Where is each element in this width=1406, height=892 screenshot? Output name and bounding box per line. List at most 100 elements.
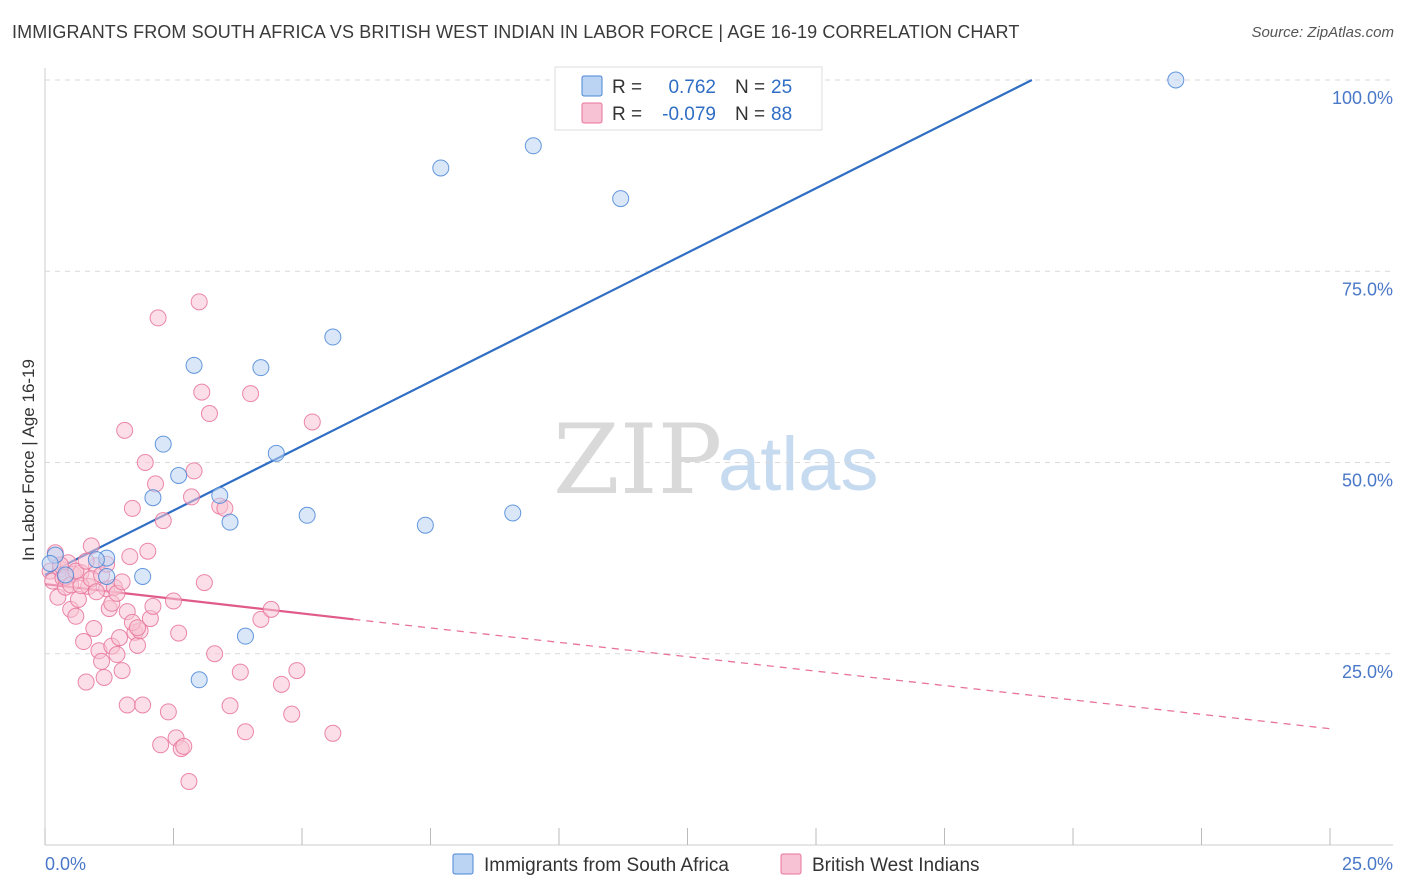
legend2-n-label: N = (735, 104, 765, 125)
point-south-africa (432, 159, 450, 177)
point-british-west-indians (118, 696, 136, 714)
axes (44, 68, 1393, 846)
stats-legend: R = 0.762 N = 25 R = -0.079 N = 88 (554, 66, 823, 131)
bottom-legend-british-west-indians: British West Indians (812, 855, 980, 876)
point-british-west-indians (147, 475, 165, 493)
point-british-west-indians (67, 607, 85, 625)
x-tick-labels: 0.0% 25.0% (45, 854, 1393, 874)
point-british-west-indians (283, 705, 301, 723)
watermark-zip: ZIP (553, 404, 722, 516)
point-south-africa (211, 486, 229, 504)
point-british-west-indians (93, 652, 111, 670)
point-british-west-indians (77, 673, 95, 691)
point-british-west-indians (144, 597, 162, 615)
point-british-west-indians (288, 662, 306, 680)
series-legend: Immigrants from South Africa British Wes… (452, 853, 980, 876)
point-british-west-indians (87, 583, 105, 601)
point-british-west-indians (121, 548, 139, 566)
point-british-west-indians (303, 413, 321, 431)
point-south-africa (144, 489, 162, 507)
point-british-west-indians (231, 663, 249, 681)
point-south-africa (221, 513, 239, 531)
y-tick-label: 100.0% (1332, 88, 1393, 108)
point-british-west-indians (113, 662, 131, 680)
point-south-africa (236, 627, 254, 645)
point-british-west-indians (159, 703, 177, 721)
point-south-africa (252, 359, 270, 377)
point-south-africa (416, 516, 434, 534)
point-south-africa (154, 435, 172, 453)
point-south-africa (87, 551, 105, 569)
point-south-africa (324, 328, 342, 346)
point-british-west-indians (190, 293, 208, 311)
watermark-atlas: atlas (718, 422, 879, 507)
point-british-west-indians (182, 488, 200, 506)
point-south-africa (134, 567, 152, 585)
point-british-west-indians (252, 610, 270, 628)
legend1-r-label: R = (612, 77, 642, 98)
legend2-r-value: -0.079 (662, 104, 716, 125)
point-british-west-indians (185, 462, 203, 480)
point-british-west-indians (221, 697, 239, 715)
y-tick-label: 50.0% (1342, 471, 1393, 491)
point-south-africa (170, 467, 188, 485)
legend2-n-value: 88 (771, 104, 792, 125)
point-british-west-indians (129, 619, 147, 637)
point-british-west-indians (152, 736, 170, 754)
point-british-west-indians (113, 573, 131, 591)
point-british-west-indians (85, 620, 103, 638)
gridlines (45, 79, 1393, 655)
point-british-west-indians (262, 600, 280, 618)
legend-swatch-south-africa (581, 75, 603, 97)
bottom-legend-south-africa: Immigrants from South Africa (484, 855, 729, 876)
bottom-swatch-south-africa (452, 853, 474, 875)
point-south-africa (298, 506, 316, 524)
point-british-west-indians (111, 629, 129, 647)
point-south-africa (185, 356, 203, 374)
point-british-west-indians (180, 773, 198, 791)
point-british-west-indians (129, 636, 147, 654)
y-tick-label: 25.0% (1342, 662, 1393, 682)
legend-swatch-british-west-indians (581, 102, 603, 124)
x-tick-label: 0.0% (45, 854, 86, 874)
point-british-west-indians (134, 696, 152, 714)
legend1-r-value: 0.762 (668, 77, 716, 98)
point-south-africa (57, 566, 75, 584)
source-credit: Source: ZipAtlas.com (1251, 24, 1394, 41)
legend1-n-label: N = (735, 77, 765, 98)
point-south-africa (504, 504, 522, 522)
point-british-west-indians (154, 512, 172, 530)
data-points (41, 71, 1185, 791)
point-british-west-indians (324, 724, 342, 742)
chart-title: IMMIGRANTS FROM SOUTH AFRICA VS BRITISH … (12, 22, 1020, 42)
point-british-west-indians (272, 675, 290, 693)
point-british-west-indians (95, 668, 113, 686)
point-south-africa (190, 671, 208, 689)
point-south-africa (98, 567, 116, 585)
point-british-west-indians (149, 309, 167, 327)
point-british-west-indians (69, 590, 87, 608)
point-british-west-indians (139, 542, 157, 560)
point-south-africa (524, 137, 542, 155)
bottom-swatch-british-west-indians (780, 853, 802, 875)
y-tick-labels: 25.0% 50.0% 75.0% 100.0% (1332, 88, 1393, 682)
point-south-africa (41, 554, 59, 572)
point-south-africa (1167, 71, 1185, 89)
point-british-west-indians (200, 405, 218, 423)
y-axis-label: In Labor Force | Age 16-19 (19, 359, 38, 561)
point-british-west-indians (195, 574, 213, 592)
point-british-west-indians (236, 723, 254, 741)
point-british-west-indians (136, 454, 154, 471)
legend2-r-label: R = (612, 104, 642, 125)
legend1-n-value: 25 (771, 77, 792, 98)
point-british-west-indians (242, 385, 260, 403)
point-south-africa (612, 190, 630, 208)
point-british-west-indians (108, 646, 126, 664)
point-british-west-indians (123, 499, 141, 517)
trend-line-british-west-indians-extension (353, 618, 1331, 730)
point-british-west-indians (206, 645, 224, 663)
x-tick-label: 25.0% (1342, 854, 1393, 874)
point-british-west-indians (175, 737, 193, 755)
point-british-west-indians (116, 421, 134, 439)
